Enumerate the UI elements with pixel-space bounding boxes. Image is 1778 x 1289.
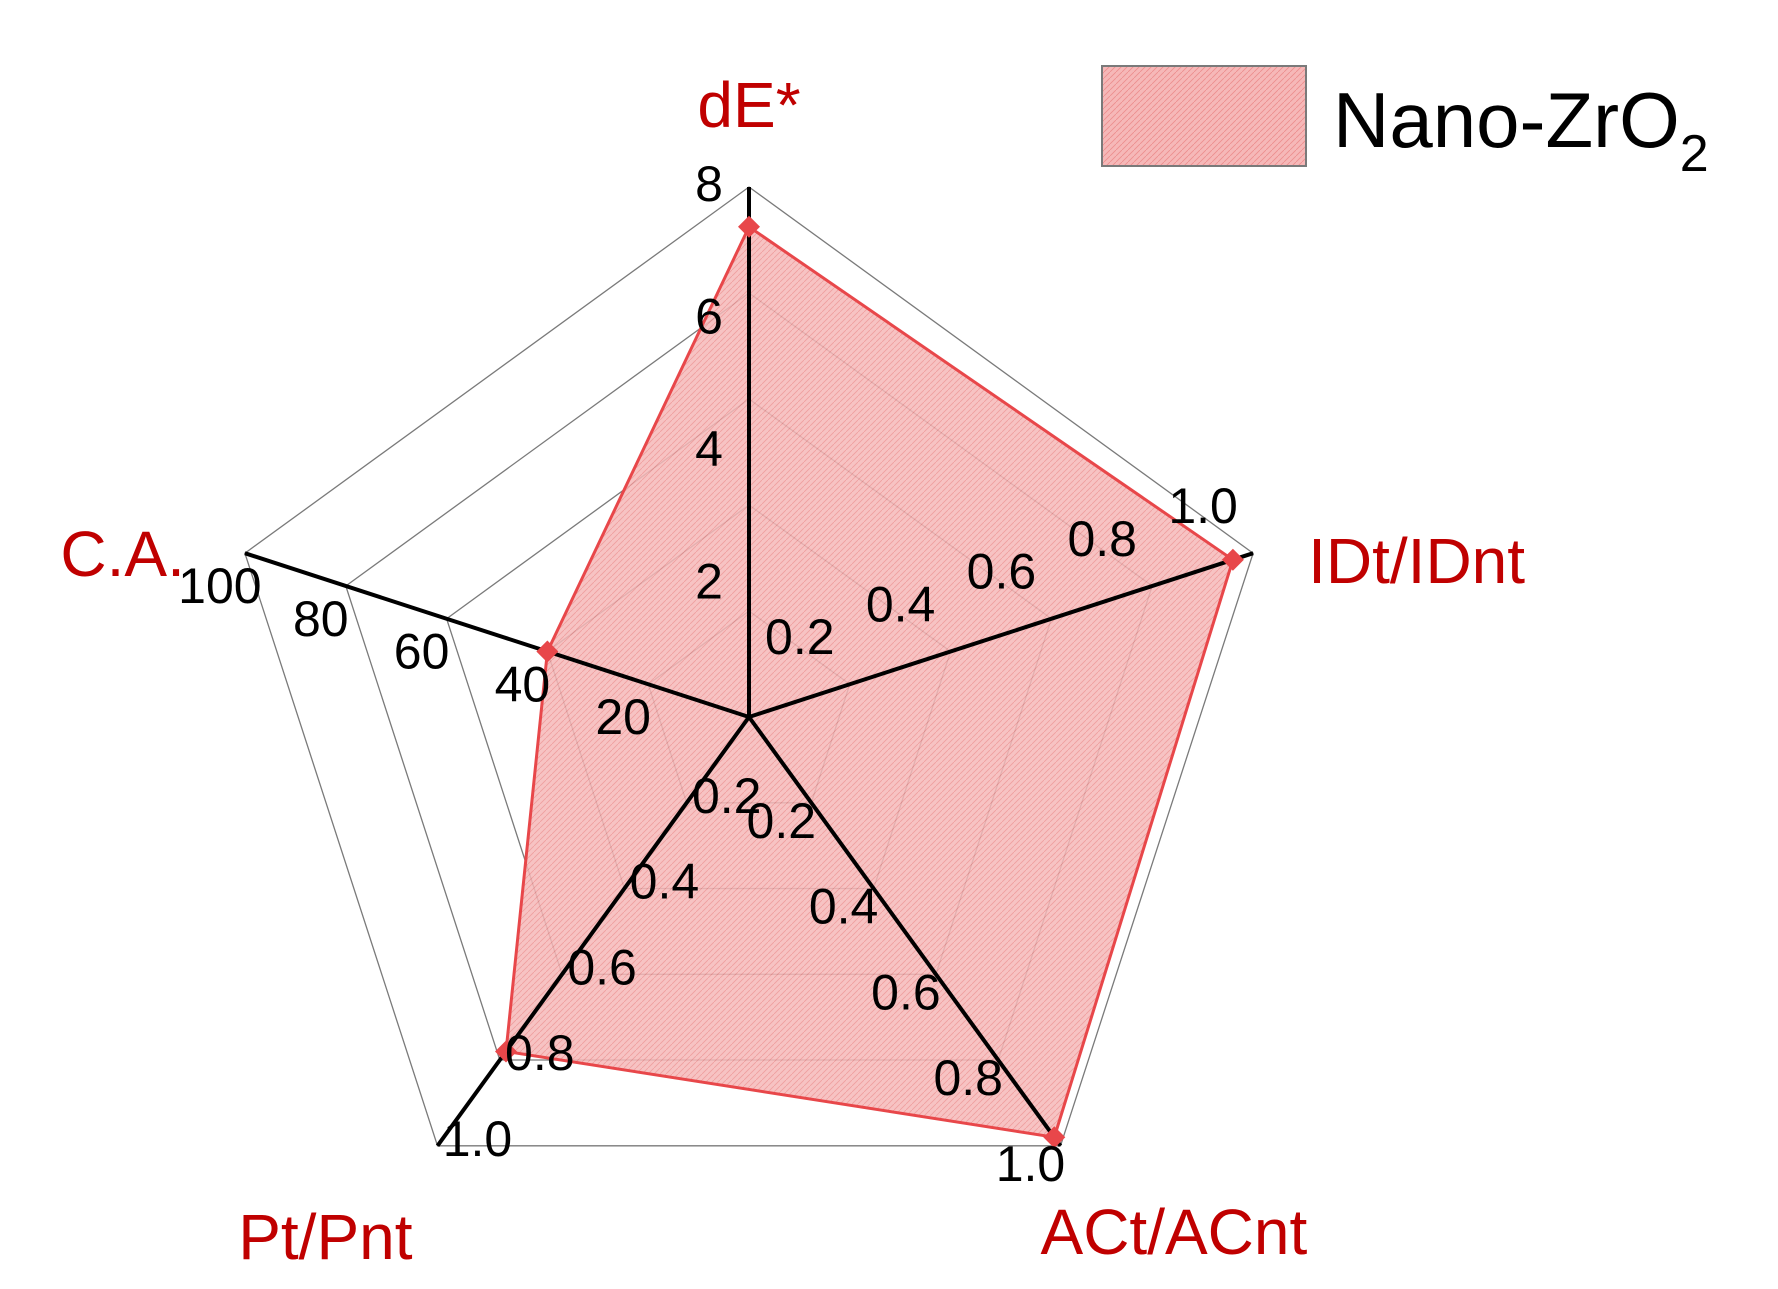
data-point-marker-0 <box>738 215 760 238</box>
tick-label-axis3-2: 0.6 <box>567 939 637 995</box>
tick-label-axis2-3: 0.8 <box>933 1050 1003 1106</box>
legend-series-subscript: 2 <box>1680 125 1709 183</box>
tick-label-axis2-0: 0.2 <box>747 793 817 849</box>
axis-label-1: IDt/IDnt <box>1308 525 1525 597</box>
axis-line-4 <box>244 551 750 719</box>
grid-ring-5 <box>244 186 1254 1147</box>
tick-labels: 2 4 6 8 0.2 0.4 0.6 0.8 1.0 0.2 0.4 0.6 0.8 1.0 0.2 0.4… <box>178 156 1238 1192</box>
data-point-marker-1 <box>1221 548 1244 571</box>
tick-label-axis0-3: 8 <box>695 156 723 212</box>
legend-swatch <box>1101 65 1307 167</box>
tick-label-axis4-0: 20 <box>595 689 651 745</box>
tick-label-axis1-1: 0.4 <box>866 577 936 633</box>
data-point-marker-3 <box>495 1040 518 1063</box>
tick-label-axis1-3: 0.8 <box>1067 511 1137 567</box>
tick-label-axis3-3: 0.8 <box>505 1025 575 1081</box>
tick-label-axis2-4: 1.0 <box>996 1136 1066 1192</box>
axis-label-4: C.A. <box>60 518 184 590</box>
legend: Nano-ZrO2 <box>1101 65 1709 183</box>
axis-label-2: ACt/ACnt <box>1041 1196 1308 1268</box>
tick-label-axis0-2: 6 <box>695 289 723 345</box>
axis-line-2 <box>747 715 1063 1147</box>
tick-label-axis3-1: 0.4 <box>630 854 700 910</box>
tick-label-axis1-2: 0.6 <box>967 544 1037 600</box>
tick-label-axis4-1: 40 <box>495 657 551 713</box>
axis-label-0: dE* <box>697 69 800 141</box>
data-point-marker-4 <box>536 640 559 663</box>
tick-label-axis3-4: 1.0 <box>443 1111 513 1167</box>
tick-label-axis0-1: 4 <box>695 421 723 477</box>
data-point-marker-2 <box>1043 1126 1066 1149</box>
tick-label-axis1-0: 0.2 <box>765 609 835 665</box>
tick-label-axis4-4: 100 <box>178 558 261 614</box>
radar-axes <box>244 187 1254 1149</box>
tick-label-axis2-1: 0.4 <box>809 879 879 935</box>
tick-label-axis4-2: 60 <box>394 624 450 680</box>
tick-label-axis4-3: 80 <box>293 591 349 647</box>
tick-label-axis2-2: 0.6 <box>871 964 941 1020</box>
tick-label-axis3-0: 0.2 <box>692 768 762 824</box>
axis-label-3: Pt/Pnt <box>238 1201 413 1273</box>
axis-line-3 <box>435 715 751 1147</box>
tick-label-axis1-4: 1.0 <box>1168 478 1238 534</box>
tick-label-axis0-0: 2 <box>695 554 723 610</box>
series-area-polygon <box>504 224 1235 1139</box>
legend-series-name: Nano-ZrO <box>1333 76 1680 164</box>
legend-label: Nano-ZrO2 <box>1333 76 1709 183</box>
axis-labels: dE* IDt/IDnt ACt/ACnt Pt/Pnt C.A. <box>60 69 1525 1273</box>
axis-line-1 <box>748 551 1254 719</box>
series-area <box>504 224 1235 1139</box>
